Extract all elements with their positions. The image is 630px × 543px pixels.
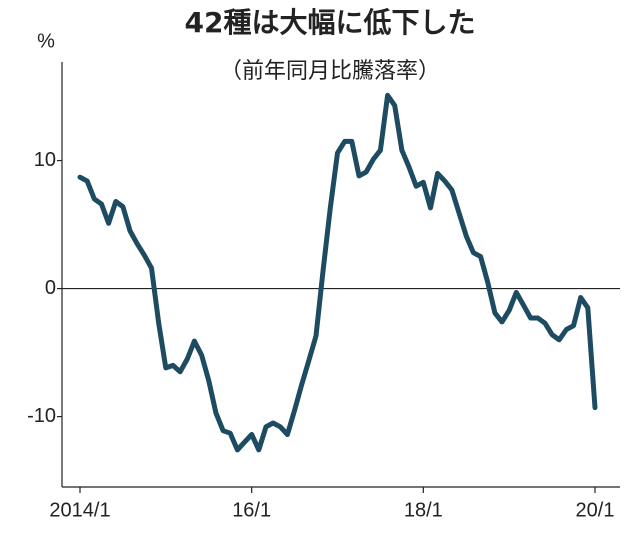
y-axis-label: % [37,30,55,52]
x-tick-label: 2014/1 [49,499,110,521]
line [77,92,598,453]
y-tick-label: 0 [45,277,56,299]
x-tick-label: 16/1 [232,499,271,521]
chart-subtitle: （前年同月比騰落率） [220,59,440,84]
y-tick-label: 10 [34,149,56,171]
x-tick-label: 18/1 [404,499,443,521]
x-tick-label: 20/1 [576,499,615,521]
y-tick-label: -10 [27,405,56,427]
chart-title: 42種は大幅に低下した [185,6,476,39]
